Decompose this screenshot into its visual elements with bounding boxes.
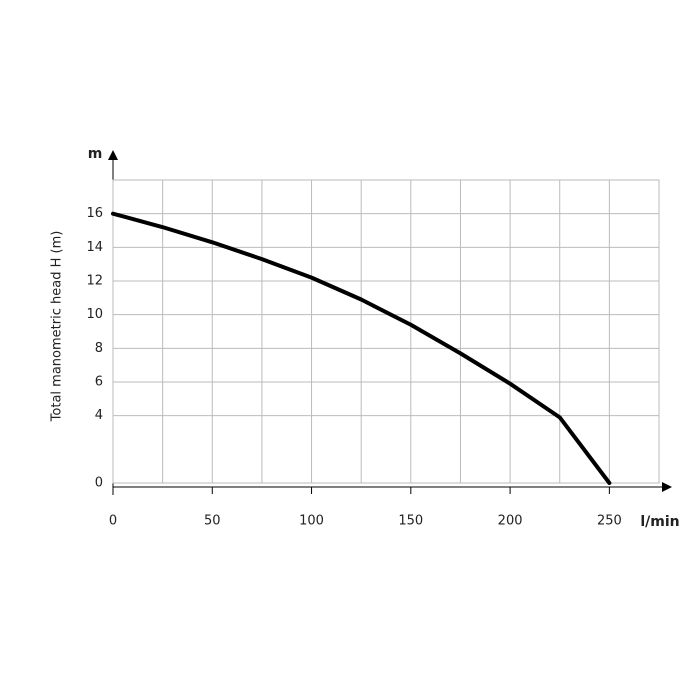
y-unit: m xyxy=(88,146,103,162)
x-tick-label: 0 xyxy=(109,514,117,529)
x-tick-label: 250 xyxy=(597,514,622,529)
y-tick-label: 6 xyxy=(95,375,103,390)
y-arrow xyxy=(108,150,118,160)
y-tick-label: 4 xyxy=(95,408,103,423)
x-tick-label: 50 xyxy=(204,514,221,529)
x-arrow xyxy=(662,482,672,492)
curve xyxy=(111,211,612,485)
y-axis-label: Total manometric head H (m) xyxy=(50,231,65,423)
x-tick-label: 150 xyxy=(398,514,423,529)
y-tick-label: 10 xyxy=(86,307,103,322)
y-tick-label: 12 xyxy=(86,274,103,289)
y-tick-label: 8 xyxy=(95,341,103,356)
y-tick-label: 16 xyxy=(86,206,103,221)
x-unit: l/min xyxy=(640,514,679,530)
x-tick-label: 100 xyxy=(299,514,324,529)
y-tick-label: 14 xyxy=(86,240,103,255)
y-tick-label: 0 xyxy=(95,476,103,491)
x-tick-label: 200 xyxy=(498,514,523,529)
